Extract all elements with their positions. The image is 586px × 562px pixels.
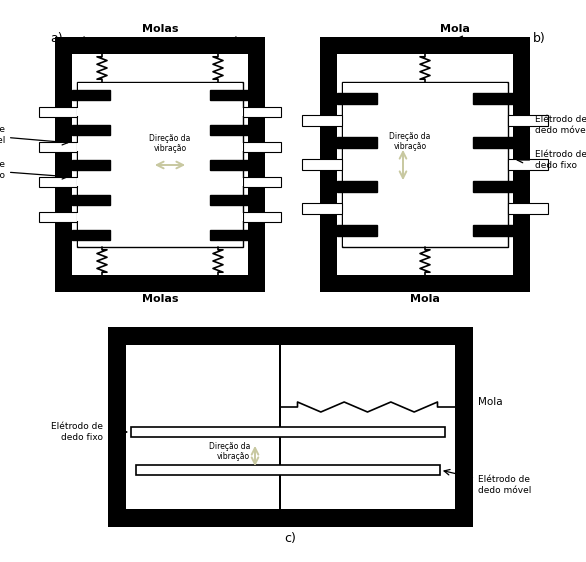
Bar [243,177,281,187]
Bar [302,115,342,126]
Text: Elétrodo de
dedo móvel: Elétrodo de dedo móvel [517,115,586,137]
Bar [243,212,281,222]
Bar [473,137,513,148]
Bar [131,427,445,437]
Bar [235,143,243,151]
Text: Direção da
vibração: Direção da vibração [389,132,431,151]
Bar [78,83,242,246]
Bar [235,213,243,221]
Text: Molas: Molas [142,24,178,34]
Bar [72,160,110,170]
Text: c): c) [284,532,296,545]
Bar [72,89,110,99]
Bar [39,142,77,152]
Bar [55,37,265,292]
Text: Elétrodo de
dedo fixo: Elétrodo de dedo fixo [0,160,68,180]
Bar [108,327,473,527]
Bar [77,213,85,221]
Bar [235,178,243,186]
Bar [77,82,243,247]
Bar [473,93,513,104]
Text: Elétrodo de
dedo fixo: Elétrodo de dedo fixo [51,422,127,442]
Bar [77,178,85,186]
Bar [337,181,377,192]
Bar [320,37,530,292]
Bar [343,83,507,246]
Text: a): a) [50,32,63,45]
Text: b): b) [533,32,546,45]
Text: Elétrodo de
dedo móvel: Elétrodo de dedo móvel [444,469,532,495]
Bar [210,125,248,134]
Bar [243,142,281,152]
Text: Elétrodo de
dedo fixo: Elétrodo de dedo fixo [517,150,586,170]
Text: Elétrodo de
dedo móvel: Elétrodo de dedo móvel [0,125,68,145]
Bar [279,345,281,509]
Bar [243,107,281,117]
Bar [302,159,342,170]
Bar [136,465,440,475]
Bar [508,115,548,126]
Bar [508,159,548,170]
Text: Mola: Mola [459,397,503,409]
Text: Direção da
vibração: Direção da vibração [149,134,190,153]
Bar [337,54,513,275]
Bar [337,93,377,104]
Text: Direção da
vibração: Direção da vibração [209,442,250,461]
Bar [473,181,513,192]
Bar [126,345,455,509]
Bar [39,177,77,187]
Bar [302,203,342,214]
Bar [235,108,243,116]
Text: Molas: Molas [142,294,178,304]
Bar [39,107,77,117]
Text: Mola: Mola [410,294,440,304]
Bar [77,108,85,116]
Bar [210,160,248,170]
Bar [77,143,85,151]
Text: Mola: Mola [440,24,470,34]
Bar [72,229,110,239]
Bar [337,225,377,236]
Bar [72,125,110,134]
Bar [337,137,377,148]
Bar [72,194,110,205]
Bar [39,212,77,222]
Bar [473,225,513,236]
Bar [508,203,548,214]
Bar [210,194,248,205]
Bar [210,89,248,99]
Bar [210,229,248,239]
Bar [342,82,508,247]
Bar [72,54,248,275]
